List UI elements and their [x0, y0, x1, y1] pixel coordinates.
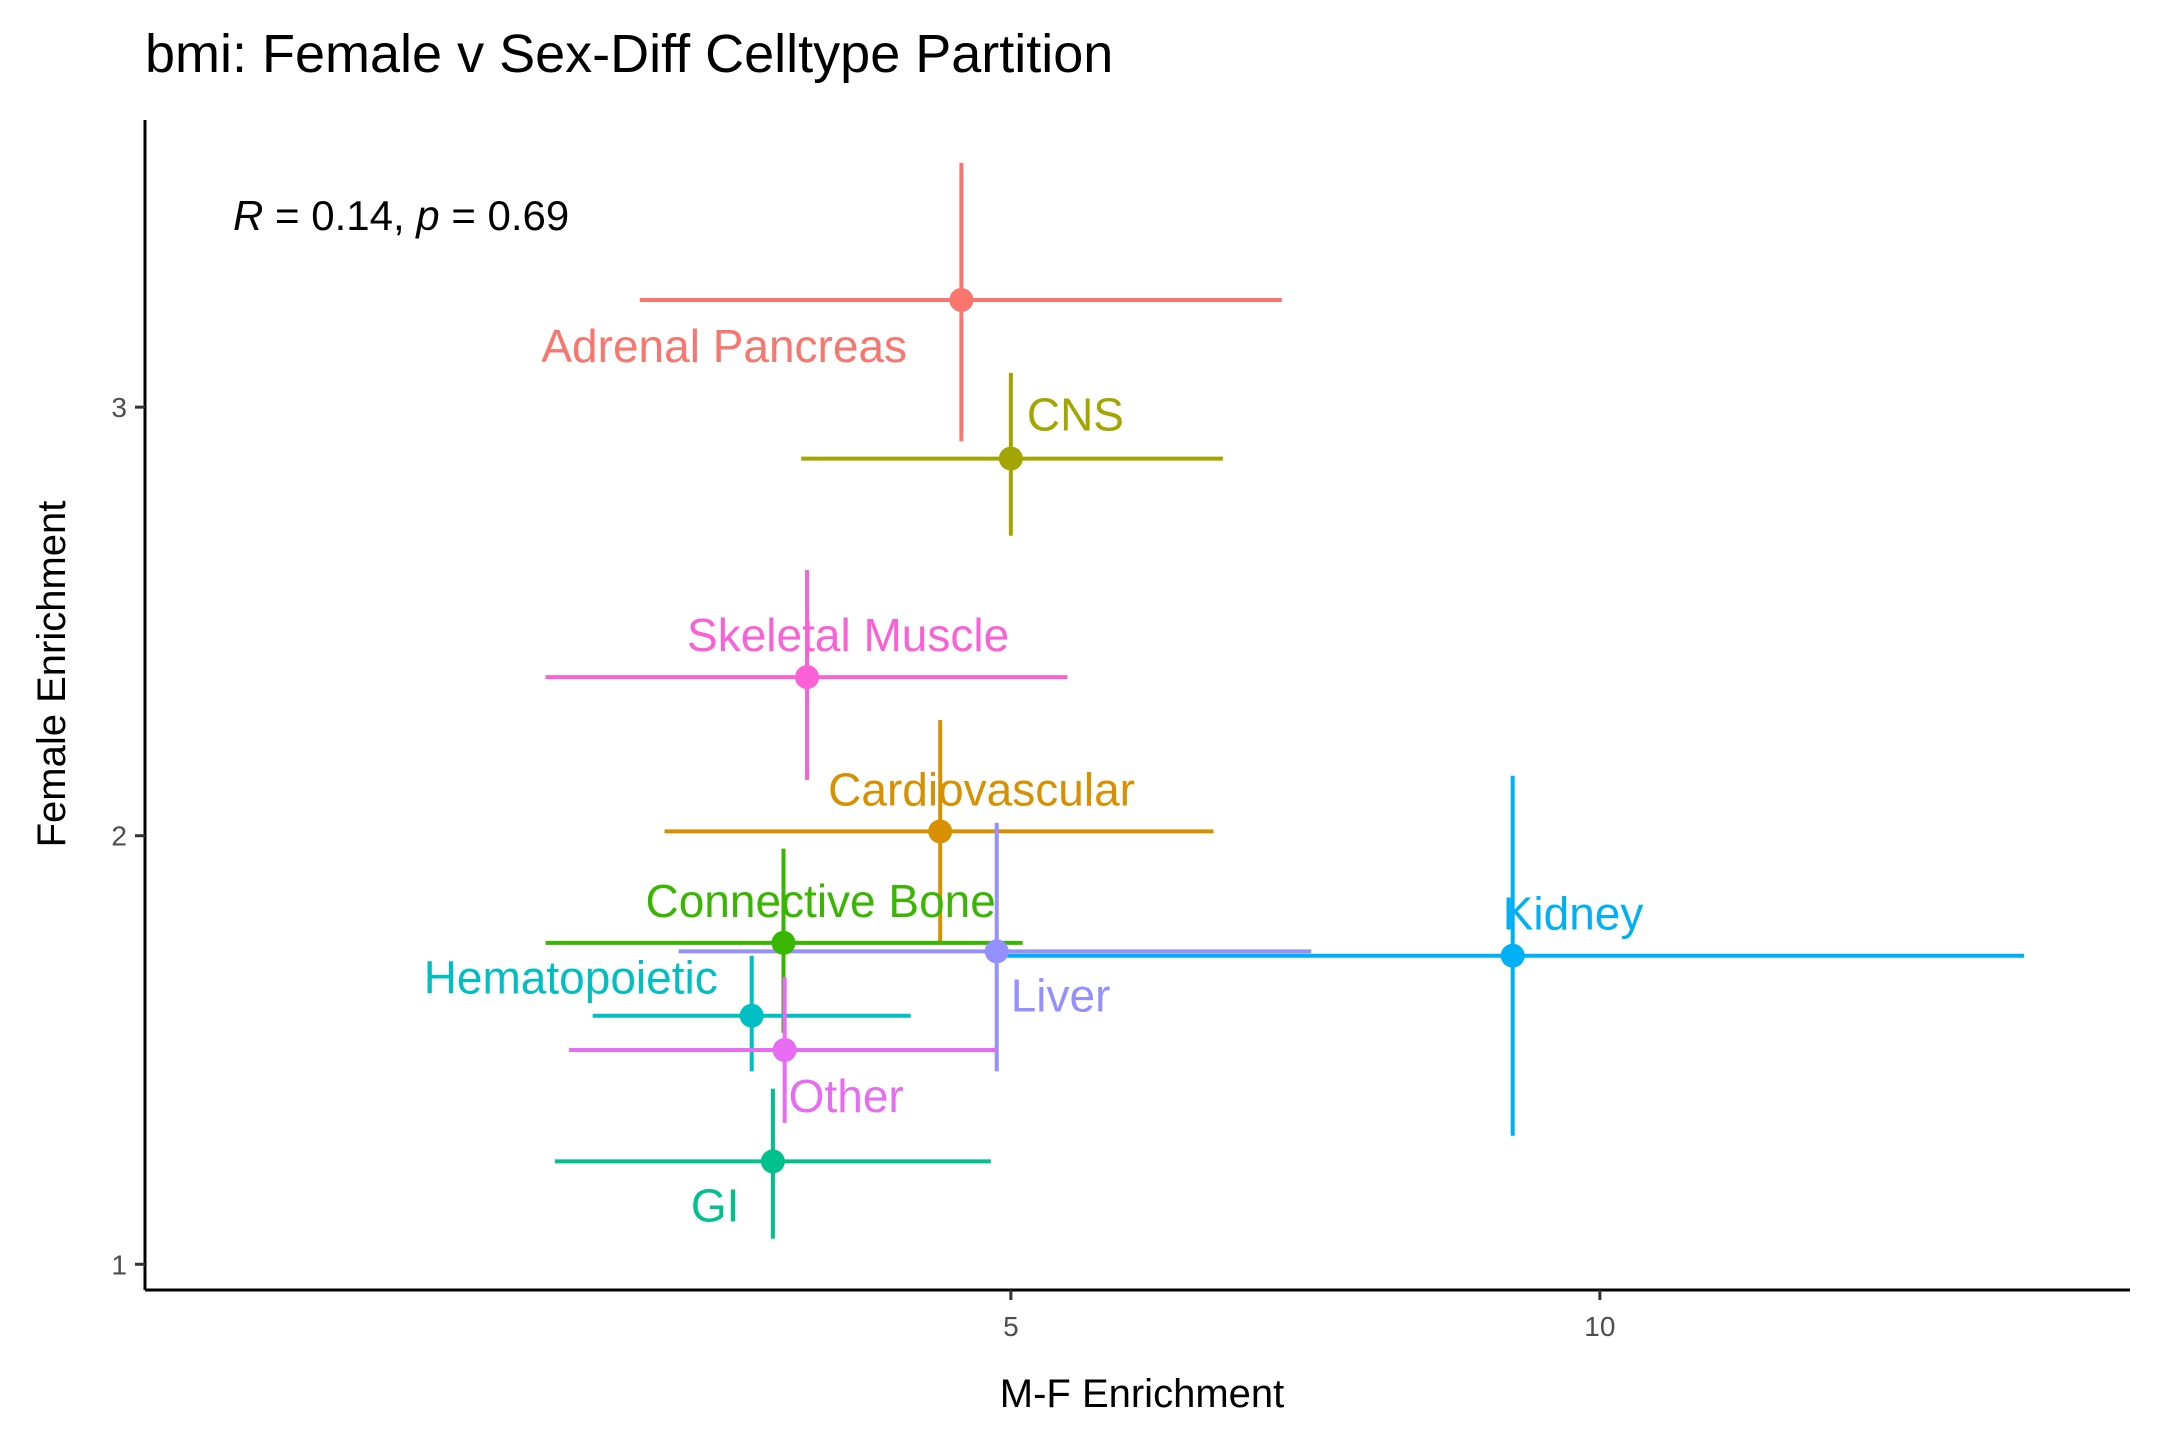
y-axis-title: Female Enrichment: [30, 501, 74, 848]
r-symbol: R: [233, 192, 263, 239]
point-hematopoietic: [739, 1003, 764, 1028]
x-tick-label: 10: [1584, 1311, 1615, 1342]
p-value-text: = 0.69: [440, 192, 570, 239]
label-kidney: Kidney: [1503, 888, 1644, 940]
axes: [143, 120, 2130, 1292]
label-cardiovascular: Cardiovascular: [828, 763, 1135, 815]
point-adrenal-pancreas: [949, 288, 974, 312]
point-labels: Adrenal Pancreas CNS Skeletal Muscle Cardio…: [424, 320, 1644, 1231]
p-symbol: p: [414, 192, 439, 239]
label-connective-bone: Connective Bone: [645, 875, 995, 927]
x-tick-label: 5: [1003, 1311, 1019, 1342]
y-tick-label: 2: [111, 821, 127, 852]
r-value-text: = 0.14,: [263, 192, 416, 239]
point-cns: [998, 446, 1023, 471]
label-other: Other: [789, 1070, 904, 1122]
point-skeletal-muscle: [795, 665, 820, 690]
label-adrenal-pancreas: Adrenal Pancreas: [541, 320, 907, 372]
point-kidney: [1500, 943, 1525, 968]
y-tick-label: 3: [111, 392, 127, 423]
label-liver: Liver: [1011, 969, 1111, 1021]
correlation-annotation: R = 0.14, p = 0.69: [233, 192, 569, 239]
point-connective-bone: [771, 930, 796, 955]
point-cardiovascular: [928, 819, 953, 844]
label-skeletal-muscle: Skeletal Muscle: [687, 609, 1009, 661]
axis-ticks: 5 10 1 2 3: [111, 392, 1615, 1342]
point-liver: [984, 939, 1009, 964]
data-points: [739, 288, 1525, 1174]
chart-title: bmi: Female v Sex-Diff Celltype Partitio…: [145, 24, 1113, 84]
label-gi: GI: [691, 1179, 740, 1231]
point-other: [772, 1038, 797, 1062]
y-tick-label: 1: [111, 1249, 127, 1280]
label-hematopoietic: Hematopoietic: [424, 952, 718, 1004]
point-gi: [760, 1149, 785, 1174]
x-axis-title: M-F Enrichment: [1000, 1372, 1285, 1416]
label-cns: CNS: [1027, 389, 1124, 441]
